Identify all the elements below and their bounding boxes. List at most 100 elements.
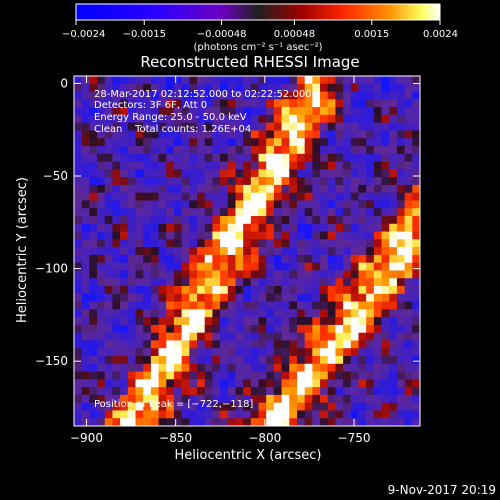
heatmap-cell — [296, 254, 306, 264]
heatmap-cell — [135, 379, 144, 388]
heatmap-cell — [181, 200, 190, 209]
heatmap-cell — [235, 200, 244, 209]
heatmap-cell — [366, 161, 375, 170]
heatmap-cell — [197, 324, 206, 334]
heatmap-cell — [166, 153, 175, 163]
heatmap-cell — [197, 76, 206, 85]
heatmap-cell — [143, 309, 152, 318]
heatmap-cell — [204, 231, 213, 240]
heatmap-cell — [281, 309, 290, 318]
heatmap-cell — [366, 286, 375, 295]
heatmap-cell — [373, 177, 383, 186]
heatmap-cell — [135, 418, 144, 426]
heatmap-cell — [312, 402, 321, 412]
heatmap-cell — [89, 130, 98, 139]
heatmap-cell — [273, 114, 283, 124]
heatmap-cell — [243, 114, 252, 124]
annotation-energy-range: Energy Range: 25.0 - 50.0 keV — [94, 112, 247, 123]
heatmap-cell — [289, 239, 298, 248]
heatmap-cell — [335, 247, 344, 256]
heatmap-cell — [197, 317, 206, 326]
heatmap-cell — [312, 223, 321, 233]
heatmap-cell — [189, 161, 198, 170]
heatmap-cell — [150, 293, 160, 303]
heatmap-cell — [343, 293, 352, 303]
heatmap-cell — [97, 317, 106, 326]
heatmap-cell — [304, 200, 313, 209]
heatmap-cell — [158, 177, 167, 186]
heatmap-cell — [389, 317, 398, 326]
heatmap-cell — [404, 270, 413, 279]
heatmap-cell — [173, 208, 183, 217]
heatmap-cell — [412, 363, 420, 373]
heatmap-cell — [327, 76, 337, 85]
heatmap-cell — [181, 153, 190, 163]
heatmap-cell — [89, 231, 98, 240]
heatmap-cell — [104, 223, 114, 233]
heatmap-cell — [266, 332, 275, 342]
heatmap-cell — [127, 402, 137, 412]
heatmap-cell — [366, 169, 375, 178]
heatmap-cell — [250, 301, 260, 310]
heatmap-cell — [166, 122, 175, 132]
heatmap-cell — [335, 200, 344, 209]
heatmap-cell — [97, 332, 106, 342]
heatmap-cell — [212, 76, 221, 85]
heatmap-cell — [289, 177, 298, 186]
heatmap-cell — [312, 410, 321, 419]
heatmap-cell — [373, 363, 383, 373]
heatmap-cell — [381, 192, 390, 202]
heatmap-cell — [74, 286, 83, 295]
heatmap-cell — [81, 293, 90, 303]
heatmap-cell — [373, 146, 383, 155]
heatmap-cell — [197, 394, 206, 404]
heatmap-cell — [189, 324, 198, 334]
heatmap-cell — [250, 208, 260, 217]
heatmap-cell — [389, 223, 398, 233]
heatmap-cell — [320, 208, 329, 217]
heatmap-cell — [350, 270, 360, 279]
heatmap-cell — [250, 192, 260, 202]
heatmap-cell — [220, 153, 229, 163]
heatmap-cell — [173, 418, 183, 426]
heatmap-cell — [127, 387, 137, 396]
heatmap-cell — [112, 278, 121, 287]
heatmap-cell — [127, 231, 137, 240]
heatmap-cell — [404, 247, 413, 256]
heatmap-cell — [120, 348, 129, 357]
heatmap-cell — [404, 208, 413, 217]
heatmap-cell — [389, 363, 398, 373]
heatmap-cell — [166, 278, 175, 287]
heatmap-cell — [258, 371, 267, 380]
heatmap-cell — [258, 293, 267, 303]
heatmap-cell — [120, 161, 129, 170]
heatmap-cell — [120, 231, 129, 240]
colorbar-ticks: −0.0024 −0.0015 −0.00048 0.00048 0.0015 0.002… — [62, 20, 458, 40]
heatmap-cell — [97, 83, 106, 93]
heatmap-cell — [343, 340, 352, 349]
heatmap-cell — [173, 216, 183, 225]
heatmap-cell — [389, 83, 398, 93]
heatmap-cell — [135, 317, 144, 326]
heatmap-cell — [258, 138, 267, 147]
heatmap-cell — [158, 83, 167, 93]
heatmap-cell — [97, 301, 106, 310]
heatmap-cell — [312, 301, 321, 310]
heatmap-cell — [204, 262, 213, 272]
heatmap-cell — [89, 153, 98, 163]
heatmap-cell — [281, 114, 290, 124]
heatmap-cell — [235, 371, 244, 380]
heatmap-cell — [197, 293, 206, 303]
heatmap-cell — [358, 317, 367, 326]
heatmap-cell — [327, 138, 337, 147]
heatmap-cell — [243, 356, 252, 365]
heatmap-cell — [197, 247, 206, 256]
heatmap-cell — [327, 91, 337, 100]
heatmap-cell — [143, 216, 152, 225]
heatmap-cell — [143, 200, 152, 209]
heatmap-cell — [104, 83, 114, 93]
heatmap-cell — [235, 247, 244, 256]
heatmap-cell — [189, 216, 198, 225]
heatmap-cell — [166, 239, 175, 248]
